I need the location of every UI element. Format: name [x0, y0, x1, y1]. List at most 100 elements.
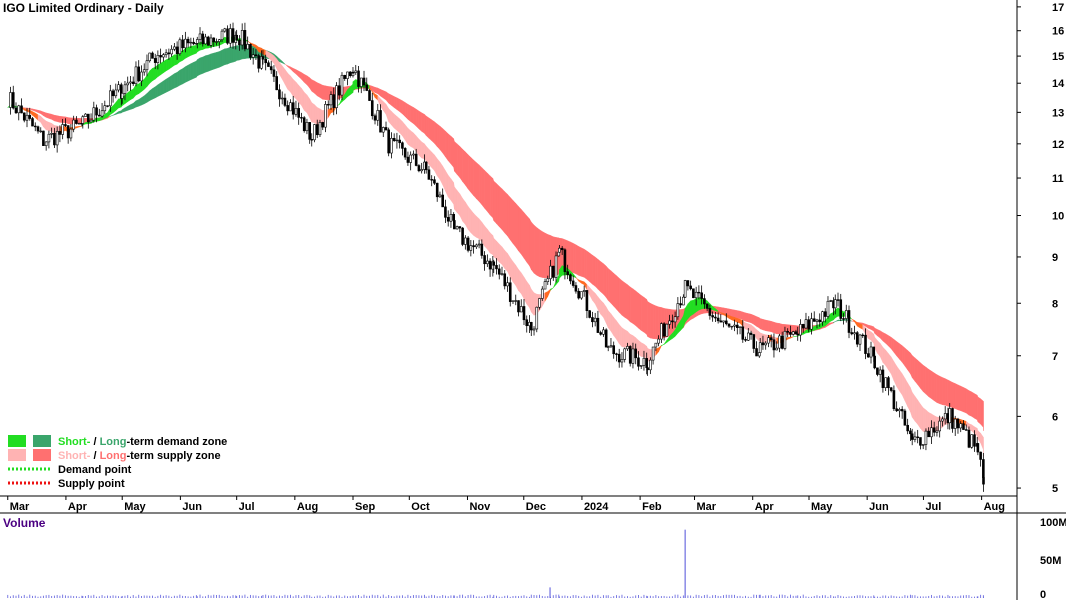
candle-body	[297, 108, 300, 118]
candle-body	[123, 84, 127, 94]
candle-body	[714, 316, 717, 319]
short-term-zone-segment	[415, 135, 420, 156]
short-term-zone-segment	[404, 124, 409, 146]
candle-body	[251, 54, 255, 58]
candle-body	[606, 346, 610, 348]
short-term-zone-segment	[185, 47, 189, 59]
short-term-zone-segment	[663, 339, 668, 345]
short-term-zone-segment	[447, 174, 452, 201]
candle-body	[178, 39, 182, 55]
long-term-zone-segment	[311, 79, 315, 94]
long-term-zone-segment	[567, 240, 571, 273]
candle-body	[909, 430, 912, 435]
candle-body	[335, 85, 338, 108]
long-term-zone-segment	[518, 205, 522, 255]
candle-body	[58, 131, 62, 135]
short-term-zone-segment	[547, 288, 551, 297]
short-term-zone-segment	[792, 336, 797, 338]
long-term-zone-segment	[539, 229, 543, 278]
candle-body	[395, 139, 399, 142]
candle-body	[192, 41, 195, 45]
candle-body	[458, 226, 462, 229]
long-term-zone-segment	[287, 65, 291, 70]
candle-body	[511, 300, 515, 302]
short-term-zone-segment	[638, 339, 642, 358]
short-term-zone-segment	[922, 407, 927, 432]
long-term-zone-segment	[456, 143, 461, 179]
long-term-zone-segment	[56, 115, 61, 123]
candle-body	[778, 335, 781, 349]
candle-body	[758, 342, 762, 353]
long-term-zone-segment	[776, 322, 780, 335]
short-term-zone-segment	[388, 108, 392, 126]
candle-body	[676, 303, 680, 318]
short-term-zone-segment	[971, 424, 975, 435]
candle-body	[804, 319, 808, 329]
candle-body	[100, 110, 104, 117]
long-term-zone-segment	[45, 112, 50, 119]
long-term-zone-segment	[309, 77, 312, 92]
candle-body	[486, 260, 489, 265]
candle-body	[243, 30, 247, 50]
long-term-zone-segment	[415, 108, 420, 130]
short-term-zone-segment	[352, 78, 356, 92]
candle-body	[744, 339, 747, 341]
legend-swatch-long-demand	[33, 435, 51, 447]
long-term-zone-segment	[487, 172, 491, 216]
candle-body	[261, 56, 265, 60]
candle-body	[916, 436, 919, 438]
short-term-zone-segment	[37, 114, 41, 123]
candle-body	[910, 433, 914, 440]
candle-body	[775, 347, 778, 351]
long-term-zone-segment	[284, 63, 288, 68]
long-term-zone-segment	[78, 118, 83, 124]
candle-body	[932, 427, 936, 433]
short-term-zone-segment	[418, 138, 422, 159]
candle-body	[384, 127, 388, 131]
short-term-zone-segment	[619, 323, 623, 348]
y-tick-label: 10	[1052, 211, 1064, 223]
short-term-zone-segment	[698, 297, 702, 311]
short-term-zone-segment	[896, 365, 900, 392]
short-term-zone-segment	[603, 302, 607, 324]
long-term-zone-segment	[641, 294, 645, 333]
short-term-zone-segment	[40, 115, 44, 128]
long-term-zone-segment	[388, 93, 392, 106]
short-term-zone-segment	[526, 280, 530, 309]
candle-body	[495, 265, 498, 270]
long-term-zone-segment	[770, 320, 775, 334]
candle-body	[145, 60, 149, 71]
long-term-zone-segment	[624, 282, 628, 320]
long-term-zone-segment	[445, 130, 449, 162]
long-term-zone-segment	[32, 108, 36, 112]
candle-body	[390, 137, 393, 154]
long-term-zone-segment	[911, 354, 916, 382]
short-term-zone-segment	[32, 111, 36, 118]
short-term-zone-segment	[85, 122, 89, 125]
long-term-zone-segment	[899, 343, 903, 363]
candle-body	[649, 359, 652, 371]
candle-body	[631, 348, 635, 364]
short-term-zone-segment	[99, 116, 103, 122]
short-term-zone-segment	[465, 201, 469, 230]
candle-body	[137, 66, 141, 82]
long-term-zone-segment	[462, 148, 466, 186]
long-term-zone-segment	[182, 66, 186, 85]
candle-body	[444, 206, 447, 218]
long-term-zone-segment	[236, 45, 240, 61]
long-term-zone-segment	[589, 252, 593, 285]
candle-body	[810, 318, 813, 330]
x-tick-label: Apr	[755, 501, 775, 513]
short-term-zone-segment	[190, 45, 194, 56]
legend-entry: Short- / Long-term supply zone	[58, 450, 221, 462]
short-term-zone-segment	[48, 121, 52, 132]
short-term-zone-segment	[728, 315, 732, 321]
candle-body	[9, 92, 12, 108]
short-term-zone-segment	[739, 318, 743, 327]
candle-body	[204, 36, 207, 45]
candle-body	[343, 74, 347, 79]
candle-body	[84, 113, 87, 117]
short-term-zone-segment	[445, 169, 449, 198]
candle-body	[310, 139, 314, 141]
long-term-zone-segment	[966, 388, 970, 416]
